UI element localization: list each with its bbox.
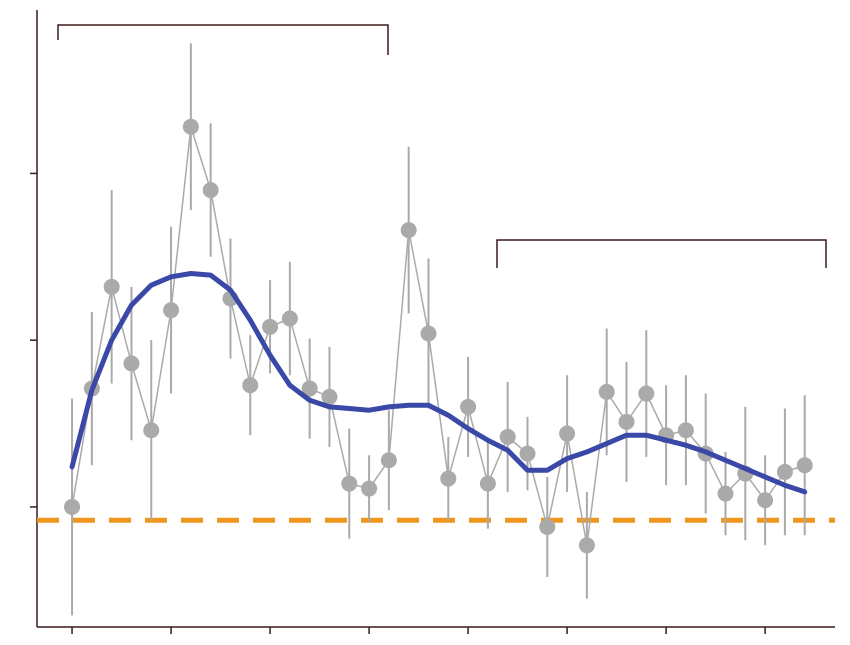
data-point [242,377,259,394]
data-point [757,492,774,509]
data-point [123,355,140,372]
data-point [400,222,417,239]
data-point [717,485,734,502]
data-point [519,445,536,462]
data-point [202,182,219,199]
data-point [163,302,180,319]
data-point [677,422,694,439]
data-point [776,463,793,480]
data-point [281,310,298,327]
data-point [559,425,576,442]
bracket [57,24,389,55]
data-point [598,383,615,400]
data-point [262,318,279,335]
data-point [460,398,477,415]
data-point [321,388,338,405]
data-point [539,518,556,535]
data-point [479,475,496,492]
trend-line [69,270,808,495]
data-point [796,457,813,474]
data-point [380,452,397,469]
data-point [143,422,160,439]
data-point [64,498,81,515]
series-line [71,126,805,546]
data-point [638,385,655,402]
data-point [341,475,358,492]
data-point [578,537,595,554]
data-point [182,118,199,135]
data-point [361,480,378,497]
data-point [301,380,318,397]
data-point [618,413,635,430]
data-point [440,470,457,487]
data-point [499,428,516,445]
data-point [420,325,437,342]
bracket [496,239,827,268]
data-point [103,278,120,295]
